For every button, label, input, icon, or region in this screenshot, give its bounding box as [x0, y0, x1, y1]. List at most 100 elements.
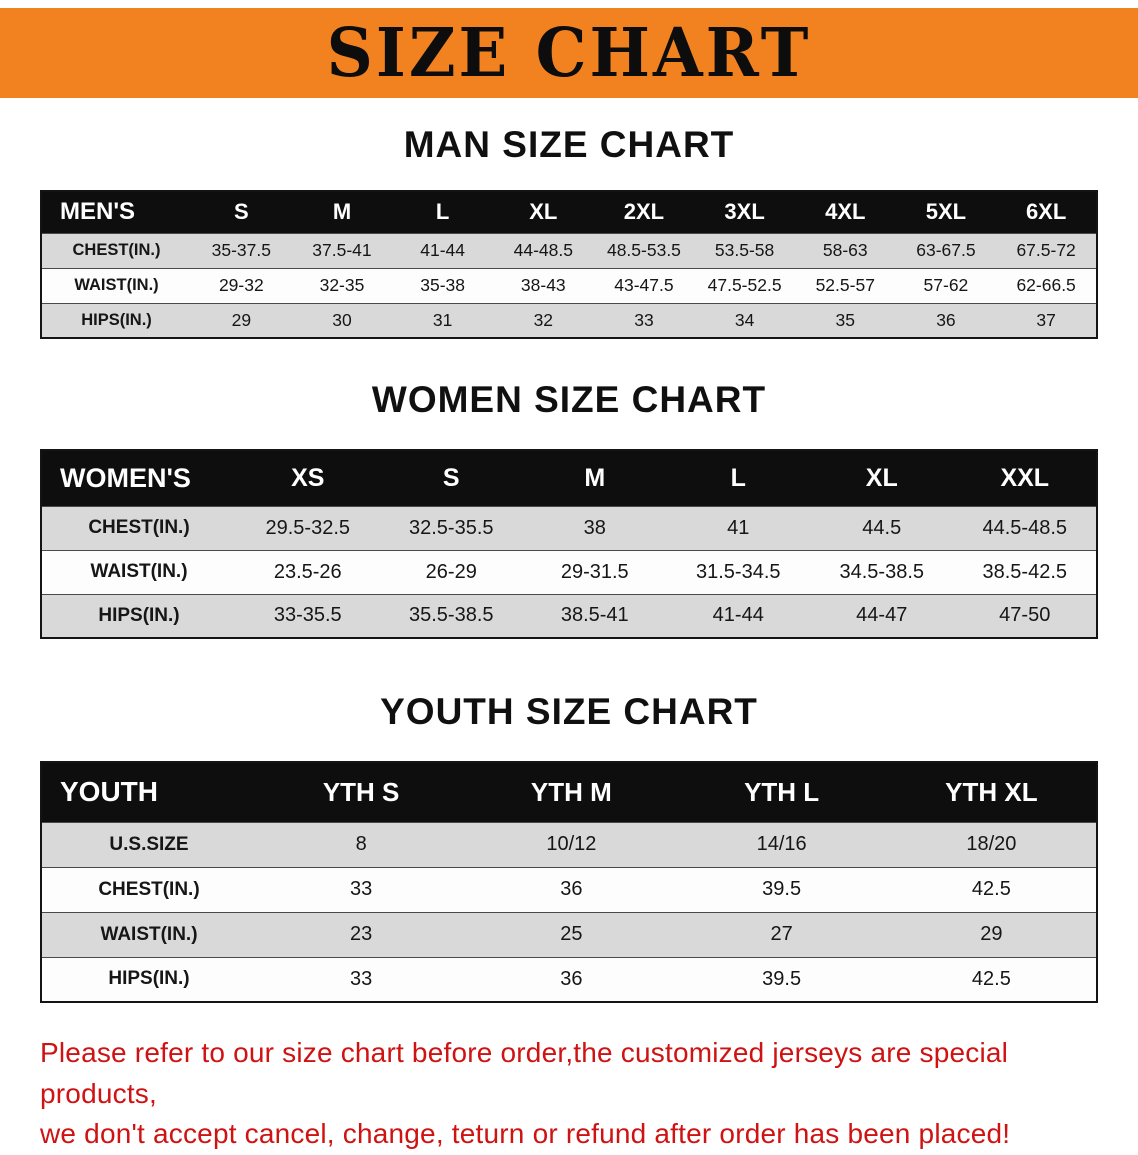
women-size-chart-section: WOMEN SIZE CHART WOMEN'S XS S M L XL XXL CHEST…	[0, 379, 1138, 639]
cell-value: 29-32	[191, 267, 292, 303]
cell-value: 63-67.5	[895, 232, 997, 268]
cell-value: 18/20	[886, 821, 1097, 867]
cell-value: 8	[256, 821, 467, 867]
cell-value: 29.5-32.5	[236, 505, 380, 550]
cell-value: 30	[291, 302, 393, 338]
cell-value: 14/16	[676, 821, 887, 867]
column-header: XS	[236, 450, 380, 506]
women-section-heading: WOMEN SIZE CHART	[371, 379, 767, 420]
disclaimer-line-1: Please refer to our size chart before or…	[40, 1037, 1009, 1109]
table-row: U.S.SIZE 8 10/12 14/16 18/20	[41, 821, 1097, 867]
cell-value: 32-35	[291, 267, 393, 303]
column-header: L	[666, 450, 810, 506]
column-header: YTH M	[466, 762, 677, 822]
cell-value: 41-44	[666, 593, 810, 638]
column-header: 5XL	[895, 191, 997, 233]
cell-value: 43-47.5	[593, 267, 695, 303]
row-label: WAIST(IN.)	[41, 911, 256, 957]
cell-value: 36	[466, 956, 677, 1002]
cell-value: 36	[466, 866, 677, 912]
column-header: XXL	[953, 450, 1097, 506]
row-label: CHEST(IN.)	[41, 866, 256, 912]
youth-size-table: YOUTH YTH S YTH M YTH L YTH XL U.S.SIZE 8 10/1…	[40, 761, 1098, 1003]
cell-value: 47.5-52.5	[694, 267, 795, 303]
cell-value: 48.5-53.5	[593, 232, 695, 268]
cell-value: 52.5-57	[794, 267, 896, 303]
cell-value: 58-63	[794, 232, 896, 268]
column-header: L	[392, 191, 493, 233]
cell-value: 29-31.5	[523, 549, 667, 594]
cell-value: 67.5-72	[996, 232, 1097, 268]
cell-value: 38-43	[492, 267, 594, 303]
table-row: WAIST(IN.) 23.5-26 26-29 29-31.5 31.5-34.5 34…	[41, 549, 1097, 594]
cell-value: 47-50	[953, 593, 1097, 638]
cell-value: 41-44	[392, 232, 493, 268]
youth-size-chart-section: YOUTH SIZE CHART YOUTH YTH S YTH M YTH L YTH…	[0, 691, 1138, 1003]
cell-value: 29	[886, 911, 1097, 957]
disclaimer: Please refer to our size chart before or…	[40, 1033, 1118, 1155]
table-row: CHEST(IN.) 33 36 39.5 42.5	[41, 866, 1097, 912]
cell-value: 32.5-35.5	[379, 505, 523, 550]
cell-value: 32	[492, 302, 594, 338]
table-row: CHEST(IN.) 29.5-32.5 32.5-35.5 38 41 44.5 44.5…	[41, 505, 1097, 550]
cell-value: 31	[392, 302, 493, 338]
cell-value: 62-66.5	[996, 267, 1097, 303]
row-label: U.S.SIZE	[41, 821, 256, 867]
cell-value: 34	[694, 302, 795, 338]
men-section-heading: MAN SIZE CHART	[403, 124, 735, 165]
cell-value: 33	[256, 956, 467, 1002]
cell-value: 35	[794, 302, 896, 338]
cell-value: 23.5-26	[236, 549, 380, 594]
row-label: CHEST(IN.)	[41, 232, 191, 268]
cell-value: 37.5-41	[291, 232, 393, 268]
column-header: 4XL	[794, 191, 896, 233]
cell-value: 23	[256, 911, 467, 957]
cell-value: 10/12	[466, 821, 677, 867]
table-row: WAIST(IN.) 29-32 32-35 35-38 38-43 43-47.5 47.…	[41, 267, 1097, 303]
cell-value: 33	[256, 866, 467, 912]
cell-value: 44-47	[810, 593, 954, 638]
column-header: XL	[492, 191, 594, 233]
cell-value: 33	[593, 302, 695, 338]
women-size-table: WOMEN'S XS S M L XL XXL CHEST(IN.) 29.5-32.5 32.…	[40, 449, 1098, 639]
cell-value: 33-35.5	[236, 593, 380, 638]
cell-value: 36	[895, 302, 997, 338]
row-label: WAIST(IN.)	[41, 549, 236, 594]
cell-value: 42.5	[886, 956, 1097, 1002]
table-header-row: YOUTH YTH S YTH M YTH L YTH XL	[41, 762, 1097, 822]
row-label: WAIST(IN.)	[41, 267, 191, 303]
column-header: XL	[810, 450, 954, 506]
cell-value: 53.5-58	[694, 232, 795, 268]
size-chart-page: SIZE CHART MAN SIZE CHART MEN'S S M L XL 2XL 3…	[0, 8, 1138, 1155]
cell-value: 35-37.5	[191, 232, 292, 268]
cell-value: 38	[523, 505, 667, 550]
cell-value: 44.5-48.5	[953, 505, 1097, 550]
column-header: 2XL	[593, 191, 695, 233]
cell-value: 29	[191, 302, 292, 338]
table-row: CHEST(IN.) 35-37.5 37.5-41 41-44 44-48.5 48.5…	[41, 232, 1097, 268]
column-header: YTH XL	[886, 762, 1097, 822]
youth-section-heading: YOUTH SIZE CHART	[380, 691, 758, 732]
row-label: HIPS(IN.)	[41, 593, 236, 638]
cell-value: 57-62	[895, 267, 997, 303]
column-header: 6XL	[996, 191, 1097, 233]
banner: SIZE CHART	[0, 8, 1138, 98]
table-row: HIPS(IN.) 33 36 39.5 42.5	[41, 956, 1097, 1002]
cell-value: 39.5	[676, 866, 887, 912]
disclaimer-line-2: we don't accept cancel, change, teturn o…	[40, 1118, 1011, 1150]
column-header: M	[291, 191, 393, 233]
cell-value: 44-48.5	[492, 232, 594, 268]
table-corner-label: WOMEN'S	[41, 450, 236, 506]
column-header: S	[379, 450, 523, 506]
table-corner-label: YOUTH	[41, 762, 256, 822]
column-header: M	[523, 450, 667, 506]
cell-value: 26-29	[379, 549, 523, 594]
men-size-table: MEN'S S M L XL 2XL 3XL 4XL 5XL 6XL CHEST(IN.) 35-3…	[40, 190, 1098, 339]
table-corner-label: MEN'S	[41, 191, 191, 233]
cell-value: 41	[666, 505, 810, 550]
cell-value: 39.5	[676, 956, 887, 1002]
column-header: 3XL	[694, 191, 795, 233]
cell-value: 38.5-41	[523, 593, 667, 638]
table-row: HIPS(IN.) 29 30 31 32 33 34 35 36 37	[41, 302, 1097, 338]
table-header-row: WOMEN'S XS S M L XL XXL	[41, 450, 1097, 506]
